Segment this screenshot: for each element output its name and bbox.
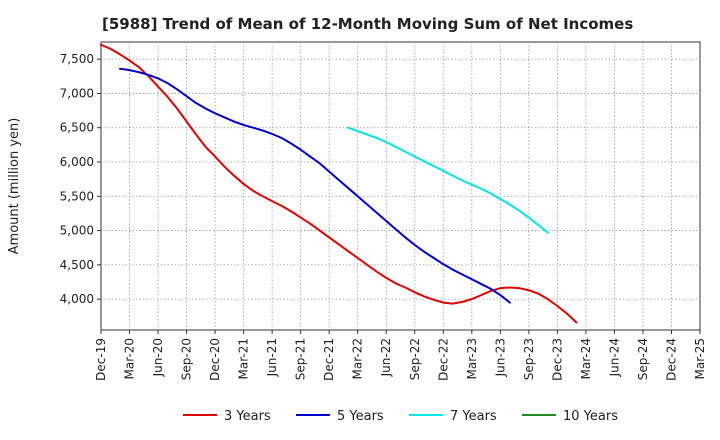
x-tick-label: Mar-25 xyxy=(693,338,707,379)
y-axis: 4,000 4,500 5,000 5,500 6,000 6,500 7,000 7,500 xyxy=(60,52,101,306)
x-axis: Dec-19 Mar-20 Jun-20 Sep-20 Dec-20 Mar-21 Jun-… xyxy=(94,330,707,381)
x-tick-label: Jun-23 xyxy=(493,338,507,377)
series-line-5-years xyxy=(119,67,511,304)
y-tick-label: 6,500 xyxy=(60,121,94,135)
x-tick-label: Sep-24 xyxy=(636,338,650,380)
legend-label: 10 Years xyxy=(563,409,618,424)
x-tick-label: Mar-23 xyxy=(465,338,479,379)
x-tick-label: Dec-21 xyxy=(322,338,336,381)
x-tick-label: Dec-23 xyxy=(550,338,564,381)
x-tick-label: Jun-20 xyxy=(151,338,165,377)
x-tick-label: Mar-20 xyxy=(123,338,137,379)
grid-lines xyxy=(101,42,700,330)
series-line-3-years xyxy=(100,43,578,324)
y-tick-label: 5,000 xyxy=(60,224,94,238)
series-lines xyxy=(100,43,578,324)
x-tick-label: Sep-21 xyxy=(294,338,308,380)
x-tick-label: Sep-20 xyxy=(180,338,194,380)
x-tick-label: Dec-22 xyxy=(436,338,450,381)
y-tick-label: 4,000 xyxy=(60,292,94,306)
plot-area xyxy=(100,41,701,331)
x-tick-label: Mar-24 xyxy=(579,338,593,379)
x-tick-label: Jun-22 xyxy=(379,338,393,377)
legend-label: 7 Years xyxy=(450,409,497,424)
x-tick-label: Mar-21 xyxy=(237,338,251,379)
x-tick-label: Sep-23 xyxy=(522,338,536,380)
x-tick-label: Dec-24 xyxy=(664,338,678,381)
legend: 3 Years 5 Years 7 Years 10 Years xyxy=(183,409,618,424)
x-tick-label: Dec-19 xyxy=(94,338,108,381)
y-axis-label: Amount (million yen) xyxy=(7,118,22,255)
series-line-7-years xyxy=(347,126,549,234)
y-tick-label: 5,500 xyxy=(60,189,94,203)
legend-label: 5 Years xyxy=(337,409,384,424)
x-tick-label: Jun-21 xyxy=(265,338,279,377)
x-tick-label: Sep-22 xyxy=(408,338,422,380)
y-tick-label: 6,000 xyxy=(60,155,94,169)
legend-label: 3 Years xyxy=(224,409,271,424)
x-tick-label: Mar-22 xyxy=(351,338,365,379)
chart-title: [5988] Trend of Mean of 12-Month Moving … xyxy=(102,15,634,33)
y-tick-label: 4,500 xyxy=(60,258,94,272)
y-tick-label: 7,000 xyxy=(60,86,94,100)
y-tick-label: 7,500 xyxy=(60,52,94,66)
x-tick-label: Jun-24 xyxy=(607,338,621,377)
x-tick-label: Dec-20 xyxy=(208,338,222,381)
